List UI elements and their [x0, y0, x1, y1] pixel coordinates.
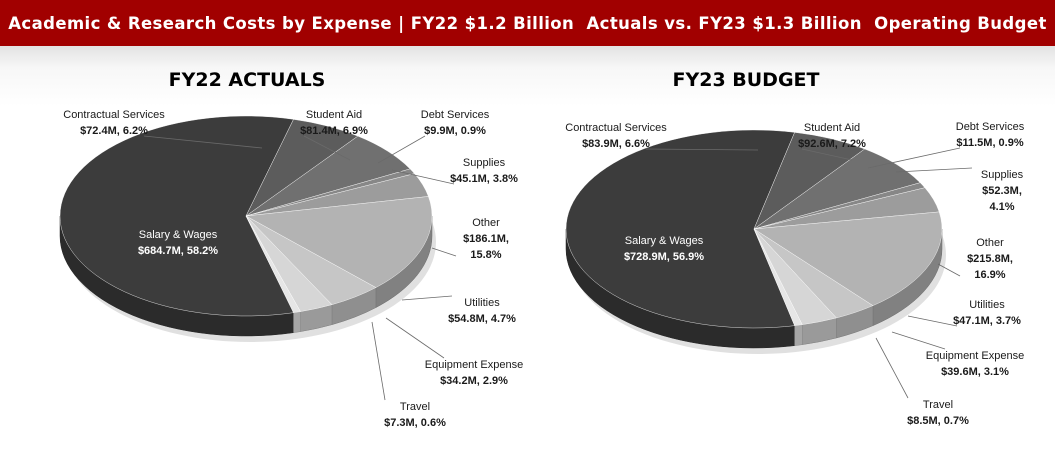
label-name-student-aid: Student Aid: [306, 109, 362, 121]
label-name-travel: Travel: [400, 401, 430, 413]
pie-chart-2: FY23 BUDGET Salary & Wages $728.9M, 56.9% C…: [565, 69, 1024, 427]
page-title-banner: Academic & Research Costs by Expense | F…: [0, 0, 1055, 46]
pie-slice-other: [245, 196, 433, 288]
label-value-equipment-expense: $34.2M, 2.9%: [440, 375, 508, 387]
leader-line-student-aid: [801, 148, 853, 161]
leader-line-utilities: [401, 295, 453, 301]
label-name-equipment-expense: Equipment Expense: [425, 359, 523, 371]
label-name-contractual-services: Contractual Services: [565, 122, 667, 134]
label-name-equipment-expense: Equipment Expense: [926, 350, 1024, 362]
leader-line-contractual-services: [143, 135, 263, 149]
pie-slice-salary-and-wages: [59, 115, 294, 317]
label-value-debt-services: $11.5M, 0.9%: [956, 137, 1023, 149]
leader-line-contractual-services: [645, 148, 759, 151]
leader-line-travel: [875, 337, 909, 399]
label-name-travel: Travel: [923, 399, 953, 411]
label-value-student-aid: $81.4M, 6.9%: [300, 125, 368, 137]
pie-slice-salary-and-wages: [565, 129, 795, 329]
leader-line-travel: [371, 321, 386, 401]
label-value-salary-and-wages: $684.7M, 58.2%: [138, 245, 218, 257]
label-value-debt-services: $9.9M, 0.9%: [424, 125, 486, 137]
pie-side-travel: [794, 324, 803, 346]
label-name-salary-and-wages: Salary & Wages: [139, 229, 218, 241]
label-value-equipment-expense: $39.6M, 3.1%: [941, 366, 1009, 378]
label-name-utilities: Utilities: [464, 297, 500, 309]
label-value-travel: $7.3M, 0.6%: [384, 417, 446, 429]
label-name-supplies: Supplies: [981, 169, 1024, 181]
label-value-contractual-services: $72.4M, 6.2%: [80, 125, 148, 137]
label-name-other: Other: [976, 237, 1004, 249]
leader-line-equipment-expense: [891, 331, 946, 350]
label-value-contractual-services: $83.9M, 6.6%: [582, 138, 650, 150]
label-value-travel: $8.5M, 0.7%: [907, 415, 969, 427]
label-value-student-aid: $92.6M, 7.2%: [798, 138, 866, 150]
chart-title: FY22 ACTUALS: [169, 69, 326, 91]
leader-line-other: [431, 247, 457, 257]
leader-line-other: [937, 263, 961, 277]
label-name-student-aid: Student Aid: [804, 122, 860, 134]
label-value-utilities: $47.1M, 3.7%: [953, 315, 1021, 327]
label-name-contractual-services: Contractual Services: [63, 109, 165, 121]
leader-line-utilities: [907, 315, 958, 327]
pie-slice-travel: [753, 228, 803, 326]
label-value-salary-and-wages: $728.9M, 56.9%: [624, 251, 704, 263]
label-name-supplies: Supplies: [463, 157, 506, 169]
label-value-supplies: $45.1M, 3.8%: [450, 173, 518, 185]
pie-chart-1: FY22 ACTUALS Salary & Wages $684.7M, 58.2%…: [59, 69, 523, 429]
label-value-other: $186.1M,: [463, 233, 509, 245]
leader-line-supplies: [391, 169, 455, 185]
leader-line-supplies: [895, 167, 973, 173]
label-name-other: Other: [472, 217, 500, 229]
label-value-other: $215.8M,: [967, 253, 1013, 265]
label-value2-other: 15.8%: [470, 249, 501, 261]
leader-line-student-aid: [303, 135, 351, 161]
leader-line-equipment-expense: [385, 317, 445, 359]
label-value-utilities: $54.8M, 4.7%: [448, 313, 516, 325]
label-name-utilities: Utilities: [969, 299, 1005, 311]
chart-title: FY23 BUDGET: [672, 69, 819, 91]
leader-line-debt-services: [867, 147, 961, 169]
label-value2-other: 16.9%: [974, 269, 1005, 281]
label-name-debt-services: Debt Services: [956, 121, 1025, 133]
label-name-debt-services: Debt Services: [421, 109, 490, 121]
leader-line-debt-services: [377, 135, 426, 164]
pie-slice-other: [753, 211, 943, 306]
pie-slice-travel: [245, 215, 301, 313]
label-value-supplies: $52.3M,: [982, 185, 1022, 197]
pie-side-travel: [293, 311, 301, 333]
label-value2-supplies: 4.1%: [989, 201, 1014, 213]
label-name-salary-and-wages: Salary & Wages: [625, 235, 704, 247]
